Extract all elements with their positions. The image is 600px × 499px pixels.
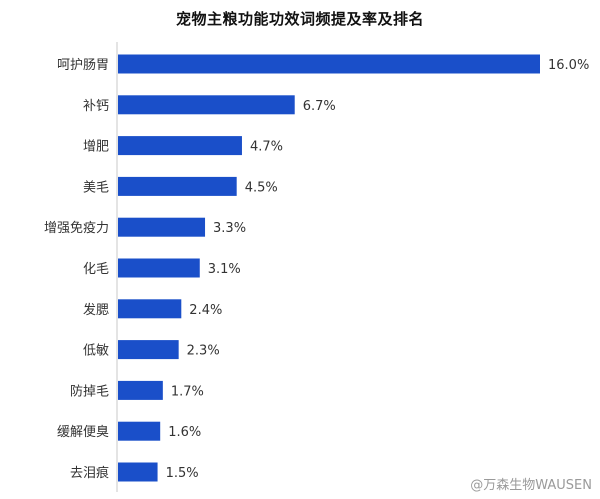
watermark: @万森生物WAUSEN (470, 478, 592, 493)
bar (118, 299, 182, 319)
bar (118, 258, 200, 278)
bar (118, 380, 163, 400)
data-label: 6.7% (303, 99, 336, 114)
category-label: 去泪痕 (70, 465, 109, 481)
data-label: 2.3% (187, 344, 220, 359)
data-label: 3.1% (208, 262, 241, 277)
category-label: 增强免疫力 (44, 220, 109, 236)
category-label: 化毛 (83, 262, 109, 277)
bar (118, 217, 206, 237)
category-label: 发腮 (83, 302, 109, 318)
data-label: 1.5% (166, 466, 199, 481)
data-label: 1.7% (171, 384, 204, 399)
bar (118, 136, 242, 156)
category-label: 呵护肠胃 (57, 58, 109, 73)
data-label: 1.6% (168, 425, 201, 440)
data-label: 16.0% (548, 58, 589, 73)
bar (118, 421, 161, 441)
category-label: 低敏 (83, 344, 109, 359)
category-label: 增肥 (83, 140, 109, 155)
bar (118, 95, 295, 115)
data-label: 4.5% (245, 180, 278, 195)
category-label: 美毛 (83, 180, 109, 195)
chart-title: 宠物主粮功能功效词频提及率及排名 (175, 10, 424, 28)
data-label: 3.3% (213, 221, 246, 236)
bar (118, 462, 158, 482)
category-label: 补钙 (83, 99, 109, 114)
bar (118, 54, 540, 74)
bar (118, 340, 179, 360)
data-label: 2.4% (189, 303, 222, 318)
category-label: 缓解便臭 (57, 425, 109, 440)
data-label: 4.7% (250, 140, 283, 155)
category-label: 防掉毛 (70, 383, 109, 399)
bar (118, 176, 237, 196)
